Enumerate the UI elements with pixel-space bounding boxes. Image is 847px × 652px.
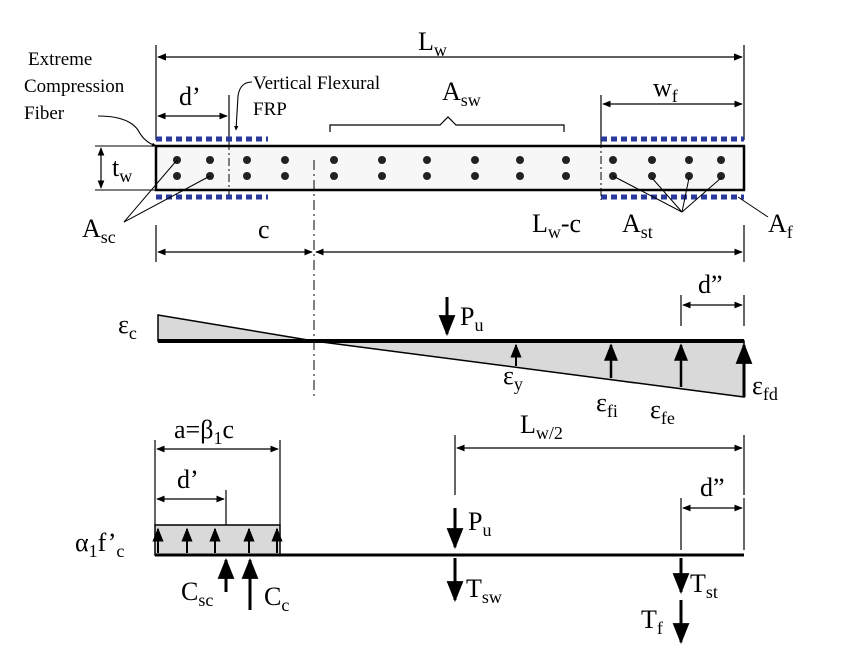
rebar-dot [281,156,289,164]
vertical-frp-leader [234,81,253,131]
tsw-label: Tsw [466,574,502,607]
rebar-dot [685,172,693,180]
compression-strain-triangle [157,314,315,342]
rebar-dot [206,156,214,164]
d-prime-label-top: d’ [179,82,201,111]
vertical-frp-label-2: FRP [253,99,287,120]
rebar-dot [717,156,725,164]
rebar-dot [378,156,386,164]
rebar-dot [423,156,431,164]
vertical-frp-label-1: Vertical Flexural [253,73,380,94]
extreme-fiber-label-2: Compression [24,76,125,97]
d-dprime-label-force: d” [700,473,725,502]
extreme-fiber-label-1: Extreme [28,49,92,70]
rebar-dot [281,172,289,180]
asw-brace [329,116,565,132]
tf-label: Tf [641,605,663,638]
stress-block [154,524,281,556]
rebar-dot [243,172,251,180]
rebar-dot [471,172,479,180]
d-prime-label-bottom: d’ [177,465,199,494]
eps-fi-label: εfi [596,388,618,421]
lw-half-label: Lw/2 [520,410,563,443]
c-label: c [258,215,270,244]
csc-label: Csc [181,577,213,610]
rebar-dot [330,172,338,180]
eps-c-label: εc [118,310,137,343]
rebar-dot [562,172,570,180]
extreme-fiber-label-3: Fiber [24,103,65,124]
pu-label-strain: Pu [460,302,483,335]
eps-y-label: εy [503,361,523,394]
cc-label: Cc [264,582,289,615]
rebar-dot [471,156,479,164]
lw-label: Lw [418,27,447,60]
rebar-dot [717,172,725,180]
rebar-dot [648,172,656,180]
rebar-dot [243,156,251,164]
wall-section: Lw d’ Extreme Compression Fiber Vertical… [24,27,793,262]
strain-diagram: εc Pu εy εfi εfe εfd d” [118,270,778,428]
rebar-dot [516,156,524,164]
rebar-dot [173,172,181,180]
rebar-dot [648,156,656,164]
rebar-dot [330,156,338,164]
wf-label: wf [653,73,678,106]
wall-rectangle [154,144,746,192]
alpha-fc-label: α1f’c [75,528,124,561]
rebar-dot [685,156,693,164]
tst-label: Tst [690,569,718,602]
frp-strips [156,136,744,200]
ast-label: Ast [622,209,653,242]
d-dprime-label-strain: d” [698,270,723,299]
asw-label: Asw [442,77,481,110]
tension-strain-triangle [313,340,745,398]
lw-c-label: Lw-c [532,209,581,242]
pu-label-force: Pu [468,507,491,540]
rebar-dot [516,172,524,180]
rebar-dot [423,172,431,180]
eps-fd-label: εfd [752,371,778,404]
a-beta-label: a=β1c [174,415,234,448]
eps-fe-label: εfe [650,395,675,428]
extreme-fiber-leader [97,115,157,147]
af-label: Af [768,209,793,242]
rebar-dot [562,156,570,164]
tw-label: tw [112,153,132,186]
rebar-dot [378,172,386,180]
stress-block-arrows [152,527,283,553]
rebar-dot [609,156,617,164]
force-diagram: a=β1c d’ α1f’c Csc Cc Lw/2 Pu Tsw [75,410,745,645]
asc-label: Asc [82,214,116,247]
